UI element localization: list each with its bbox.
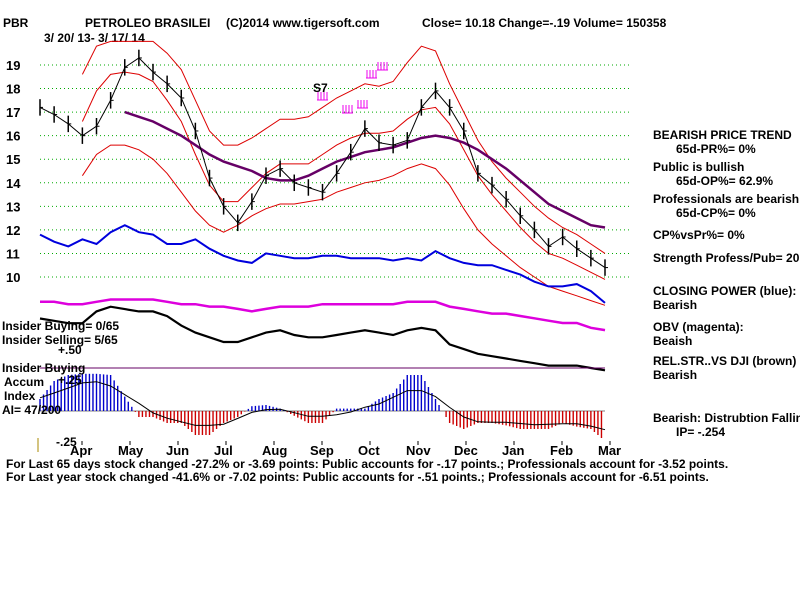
ticker: PBR [3, 16, 29, 30]
y-tick-label: 15 [6, 152, 20, 167]
company-name: PETROLEO BRASILEI [85, 16, 211, 30]
trend-title: BEARISH PRICE TREND [653, 128, 792, 142]
y-tick-label: 16 [6, 129, 20, 144]
y-tick-label: 18 [6, 82, 20, 97]
x-tick-label: Jan [502, 443, 524, 458]
cp-vs-pr: CP%vsPr%= 0% [653, 228, 745, 242]
obv-label: OBV (magenta): [653, 320, 744, 334]
y-tick-label: 12 [6, 223, 20, 238]
series-band-lower [81, 144, 606, 306]
y-tick-label: 13 [6, 199, 20, 214]
x-tick-label: Jul [214, 443, 233, 458]
x-tick-label: May [118, 443, 144, 458]
x-axis-ticks: Apr May Jun Jul Aug Sep Oct Nov Dec Jan Feb Mar [70, 441, 621, 458]
level-minus-25: -.25 [56, 435, 77, 449]
op-pct: 65d-OP%= 62.9% [676, 174, 774, 188]
cp-pct: 65d-CP%= 0% [676, 206, 756, 220]
series-closing-power [39, 224, 606, 304]
accum-trend-line [39, 381, 606, 431]
x-tick-label: Mar [598, 443, 621, 458]
rel-str-value: Bearish [653, 368, 698, 382]
footer-65day: For Last 65 days stock changed -27.2% or… [6, 457, 729, 471]
y-tick-label: 10 [6, 270, 20, 285]
series-moving-average [124, 110, 606, 229]
copyright: (C)2014 www.tigersoft.com [226, 16, 380, 30]
series-band-mid [81, 71, 606, 280]
signal-arrow [357, 100, 368, 109]
insider-selling-count: Insider Selling= 5/65 [2, 333, 118, 347]
series-rel-str [39, 305, 606, 372]
professionals-status: Professionals are bearish [653, 192, 800, 206]
signal-arrow [342, 105, 353, 114]
x-tick-label: Apr [70, 443, 92, 458]
series-band-upper [81, 40, 606, 254]
y-tick-label: 17 [6, 105, 20, 120]
closing-power-label: CLOSING POWER (blue): [653, 284, 797, 298]
signal-arrow [317, 92, 328, 101]
accum-index-panel [39, 373, 606, 438]
y-tick-label: 14 [6, 176, 21, 191]
rel-str-label: REL.STR..VS DJI (brown) [653, 354, 797, 368]
signal-label: S7 [313, 81, 328, 95]
series-obv [40, 298, 606, 332]
distribution-status: Bearish: Distrubtion Falling [653, 411, 800, 425]
insider-buying-label: Insider Buying [2, 361, 86, 375]
accum-index-label: Accum Index [4, 375, 45, 403]
public-status: Public is bullish [653, 160, 745, 174]
grid-lines [40, 64, 630, 278]
x-tick-label: Dec [454, 443, 478, 458]
closing-power-value: Bearish [653, 298, 698, 312]
ip-value: IP= -.254 [676, 425, 726, 439]
level-plus-50: +.50 [58, 343, 82, 357]
y-tick-label: 19 [6, 58, 20, 73]
ai-value: AI= 47/200 [2, 403, 62, 417]
strength-ratio: Strength Profess/Pub= 20 [653, 251, 800, 265]
x-tick-label: Feb [550, 443, 573, 458]
obv-value: Beaish [653, 334, 693, 348]
x-tick-label: Aug [262, 443, 287, 458]
level-plus-25: +.25 [58, 373, 82, 387]
x-tick-label: Oct [358, 443, 380, 458]
pr-pct: 65d-PR%= 0% [676, 142, 756, 156]
footer-year: For Last year stock changed -41.6% or -7… [6, 470, 709, 484]
chart-series [39, 40, 608, 372]
signal-arrow [377, 62, 388, 71]
quote-summary: Close= 10.18 Change=-.19 Volume= 150358 [422, 16, 667, 30]
insider-buying-count: Insider Buying= 0/65 [2, 319, 120, 333]
y-tick-label: 11 [6, 246, 20, 261]
x-tick-label: Nov [406, 443, 431, 458]
signal-arrow [366, 70, 377, 79]
series-price [39, 57, 606, 269]
x-tick-label: Jun [166, 443, 189, 458]
y-axis-ticks: 19 18 17 16 15 14 13 12 11 10 [6, 58, 21, 285]
x-tick-label: Sep [310, 443, 334, 458]
